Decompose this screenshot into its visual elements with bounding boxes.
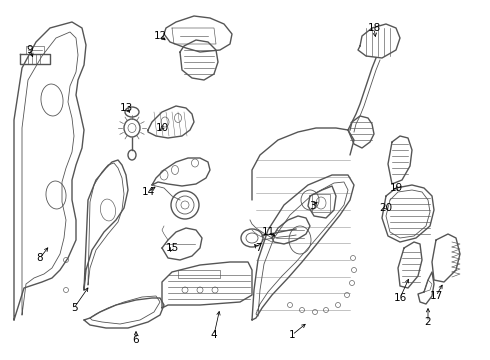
- Text: 5: 5: [71, 303, 77, 313]
- Text: 6: 6: [133, 335, 139, 345]
- Text: 2: 2: [425, 317, 431, 327]
- Text: 17: 17: [429, 291, 442, 301]
- Text: 4: 4: [211, 330, 217, 340]
- Text: 8: 8: [37, 253, 43, 263]
- Text: 10: 10: [155, 123, 169, 133]
- Text: 9: 9: [26, 45, 33, 55]
- Text: 20: 20: [379, 203, 392, 213]
- Text: 11: 11: [261, 227, 274, 237]
- Text: 3: 3: [309, 201, 315, 211]
- Text: 16: 16: [393, 293, 407, 303]
- Text: 18: 18: [368, 23, 381, 33]
- Text: 15: 15: [166, 243, 179, 253]
- Text: 14: 14: [142, 187, 155, 197]
- Text: 19: 19: [390, 183, 403, 193]
- Text: 1: 1: [289, 330, 295, 340]
- Text: 7: 7: [255, 243, 261, 253]
- Text: 12: 12: [153, 31, 167, 41]
- Text: 13: 13: [120, 103, 133, 113]
